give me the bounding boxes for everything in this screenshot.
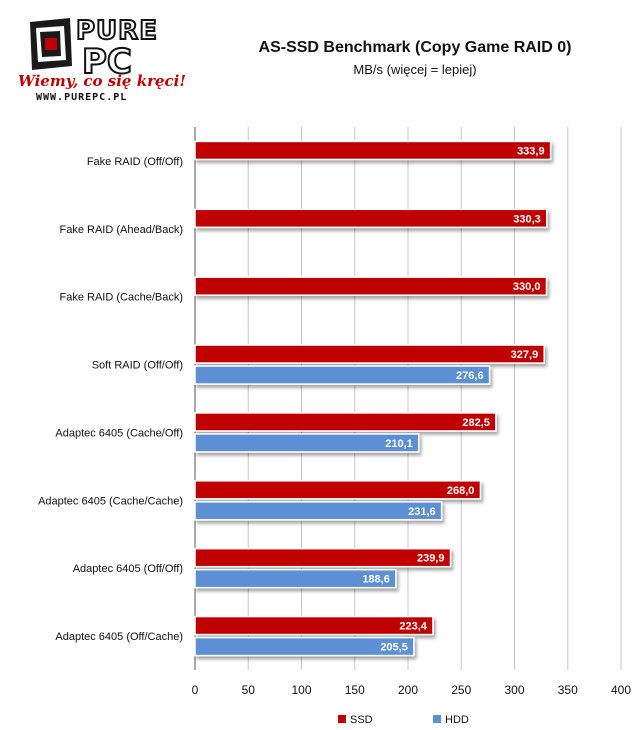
data-label: 231,6 [408,506,436,518]
data-label: 282,5 [462,417,490,429]
x-tick-label: 0 [192,683,199,697]
bar-ssd [194,480,482,500]
legend: SSD HDD [338,714,469,726]
bar-hdd [194,501,443,521]
x-tick-label: 250 [451,683,471,697]
legend-label: HDD [445,714,469,726]
bar-hdd [194,568,397,589]
bar-ssd [194,140,552,161]
purepc-logo: PURE PC Wiemy, co się kręci! WWW.PUREPC.… [18,10,186,108]
data-label: 330,3 [513,213,541,225]
category-label: Adaptec 6405 (Off/Cache) [55,631,183,643]
data-label: 205,5 [380,642,408,654]
grid-lines [194,127,622,670]
chart-title: AS-SSD Benchmark (Copy Game RAID 0) [259,39,572,56]
logo-emblem-icon [30,18,72,70]
data-label: 276,6 [456,370,484,382]
category-labels: Fake RAID (Off/Off) Fake RAID (Ahead/Back… [38,156,183,643]
bars: 333,9 330,3 330,0 327,9 276,6 282,5 210,1 268,0… [194,140,552,657]
data-label: 239,9 [417,553,445,565]
bar-ssd [194,615,434,636]
bar-hdd [194,365,491,385]
data-label: 223,4 [399,621,427,633]
category-label: Adaptec 6405 (Off/Off) [73,563,183,575]
data-label: 327,9 [511,349,539,361]
bar-hdd [194,433,420,453]
category-label: Adaptec 6405 (Cache/Off) [55,427,183,439]
legend-swatch-hdd [433,715,441,723]
bar-ssd [194,208,548,229]
x-tick-label: 50 [242,683,256,697]
chart-subtitle: MB/s (więcej = lepiej) [353,62,476,77]
data-label: 330,0 [513,281,541,293]
x-tick-label: 350 [558,683,578,697]
x-axis: 0 50 100 150 200 250 300 350 400 [192,683,632,697]
category-label: Soft RAID (Off/Off) [92,360,183,372]
category-label: Fake RAID (Cache/Back) [60,292,183,304]
data-label: 210,1 [385,438,413,450]
x-tick-label: 150 [345,683,365,697]
data-label: 188,6 [362,574,390,586]
category-label: Fake RAID (Off/Off) [87,156,183,168]
bar-ssd [194,344,545,364]
data-label: 333,9 [517,145,545,157]
x-tick-label: 400 [611,683,631,697]
logo-url: WWW.PUREPC.PL [36,92,128,103]
logo-name-bottom: PC [81,41,133,83]
legend-label: SSD [350,714,373,726]
category-label: Fake RAID (Ahead/Back) [60,224,184,236]
x-tick-label: 300 [504,683,524,697]
bar-ssd [194,276,548,296]
bar-ssd [194,412,497,432]
data-label: 268,0 [447,485,475,497]
x-tick-label: 200 [398,683,418,697]
x-tick-label: 100 [291,683,311,697]
bar-ssd [194,547,452,568]
legend-swatch-ssd [338,715,346,723]
logo-slogan: Wiemy, co się kręci! [18,72,186,90]
category-label: Adaptec 6405 (Cache/Cache) [38,495,183,507]
bar-hdd [194,636,415,657]
logo-name-top: PURE [75,15,158,47]
